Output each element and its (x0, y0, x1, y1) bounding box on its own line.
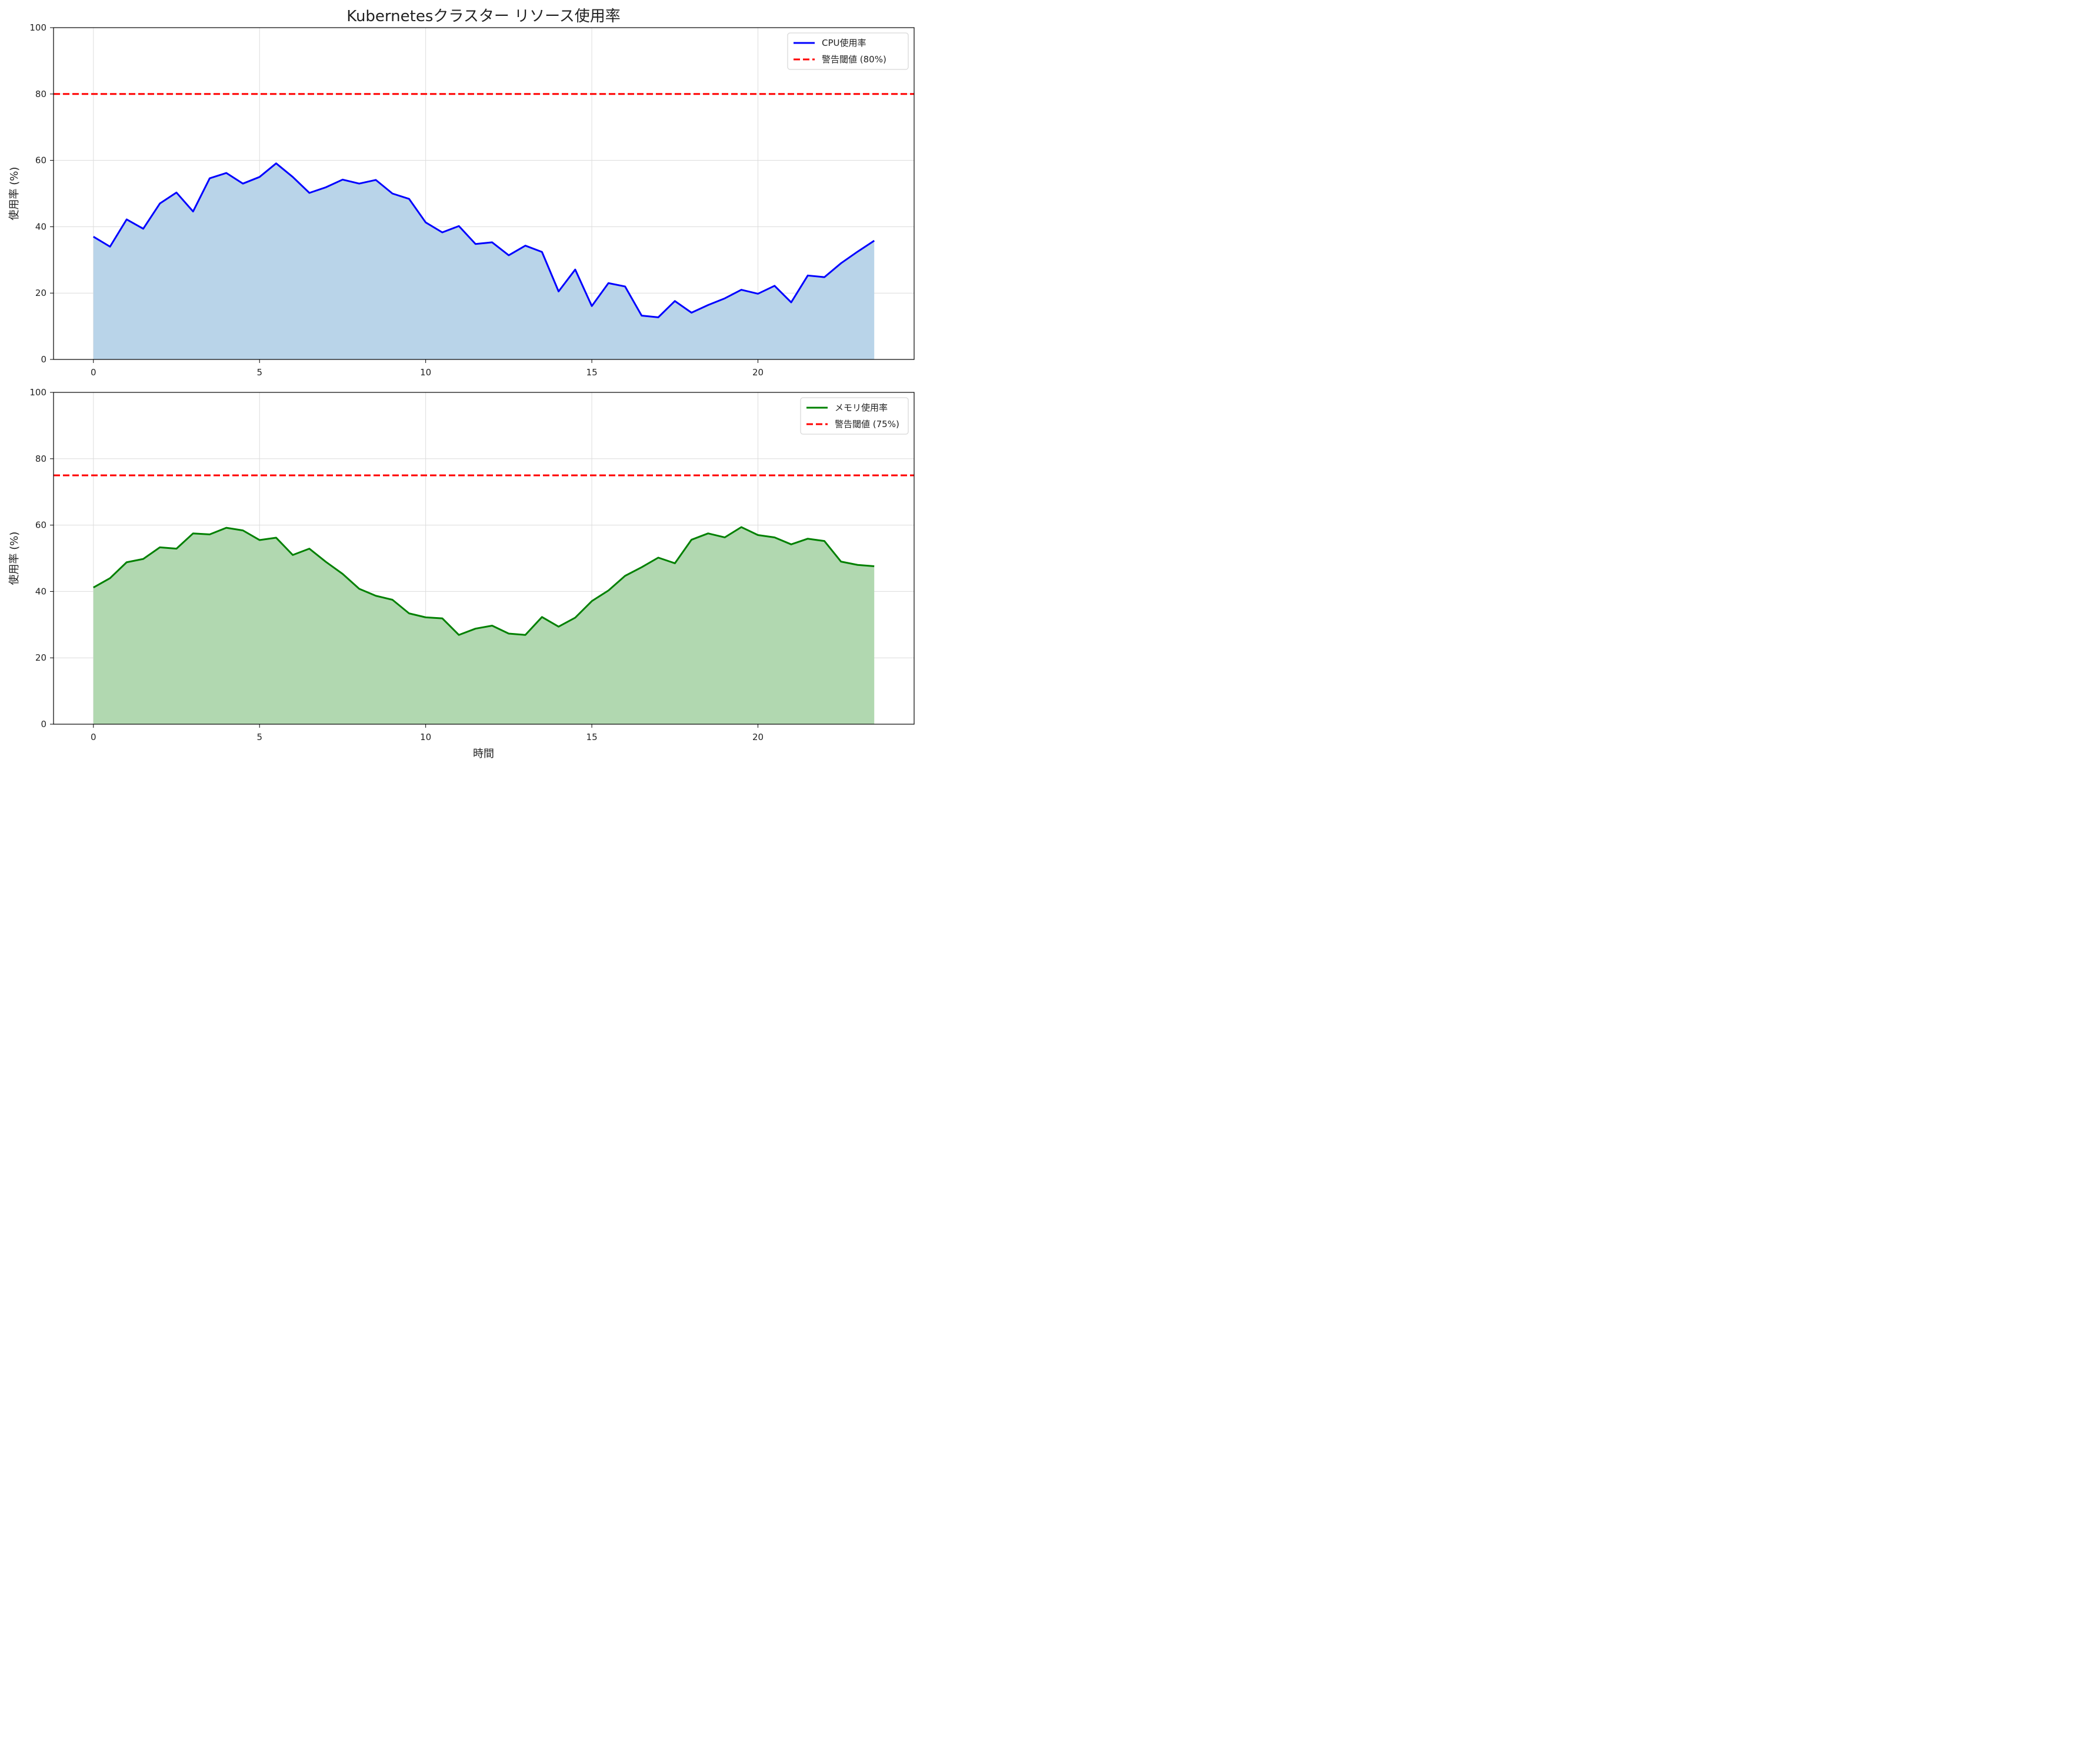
legend-box (787, 32, 909, 70)
y-tick-label: 80 (35, 89, 46, 99)
plot-frame (53, 392, 915, 725)
x-tick-label: 10 (420, 367, 431, 378)
memory-area-fill (93, 527, 875, 724)
x-tick-label: 5 (256, 732, 262, 742)
x-tick-label: 0 (91, 367, 96, 378)
y-tick-label: 100 (29, 387, 46, 398)
y-axis-label: 使用率 (%) (8, 532, 21, 585)
y-tick-label: 20 (35, 652, 46, 663)
legend-label-series: メモリ使用率 (835, 402, 888, 413)
y-tick-label: 40 (35, 221, 46, 232)
legend-label-series: CPU使用率 (822, 38, 866, 48)
y-tick-label: 80 (35, 454, 46, 464)
y-tick-label: 100 (29, 22, 46, 33)
x-tick-label: 20 (752, 732, 764, 742)
x-tick-label: 15 (586, 367, 598, 378)
x-tick-label: 10 (420, 732, 431, 742)
y-tick-label: 60 (35, 520, 46, 531)
x-tick-label: 0 (91, 732, 96, 742)
chart-figure: Kubernetesクラスター リソース使用率 0 5 10 15 20 0 20 40 60 8… (8, 8, 915, 760)
legend-label-threshold: 警告閾値 (75%) (835, 419, 899, 429)
x-tick-label: 15 (586, 732, 598, 742)
y-tick-label: 60 (35, 155, 46, 166)
figure-title: Kubernetesクラスター リソース使用率 (346, 8, 621, 25)
y-axis-label: 使用率 (%) (8, 167, 21, 221)
legend-label-threshold: 警告閾値 (80%) (822, 54, 886, 65)
x-axis-label: 時間 (473, 748, 494, 760)
y-tick-label: 0 (41, 354, 46, 365)
y-tick-label: 20 (35, 288, 46, 298)
y-tick-label: 40 (35, 586, 46, 597)
memory-series-line (93, 526, 875, 636)
y-tick-label: 0 (41, 719, 46, 729)
x-tick-label: 20 (752, 367, 764, 378)
cpu-series-line (93, 162, 875, 318)
plot-frame (53, 27, 915, 360)
cpu-area-fill (93, 163, 875, 359)
x-tick-label: 5 (256, 367, 262, 378)
